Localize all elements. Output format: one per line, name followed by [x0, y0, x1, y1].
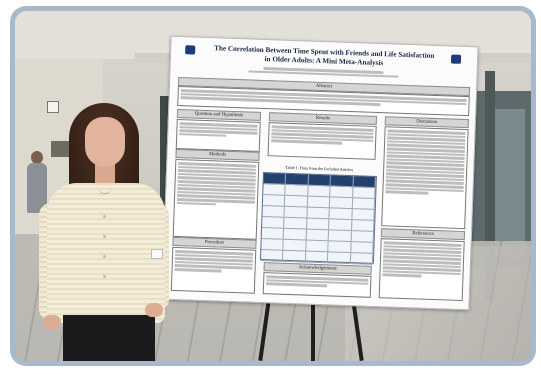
background-person: [27, 151, 47, 241]
wall-sign: [47, 101, 59, 113]
presenter-left-hand: [43, 315, 61, 329]
university-logo-left: [181, 45, 200, 62]
methods-text: [172, 158, 260, 240]
university-logo-right: [445, 54, 468, 71]
references-text: [378, 238, 465, 302]
background-person-body: [27, 163, 47, 213]
name-badge: [151, 249, 163, 259]
discussion-text: [381, 126, 469, 230]
procedure-text: [170, 246, 257, 294]
easel-leg-center: [311, 293, 315, 361]
background-person-head: [31, 151, 43, 164]
presenter-neck: [95, 163, 115, 183]
presenter-necklace: [99, 189, 111, 194]
presenter-right-hand: [145, 303, 163, 317]
photo-frame: The Correlation Between Time Spent with …: [10, 6, 536, 366]
photo: The Correlation Between Time Spent with …: [15, 11, 531, 361]
presenter-face: [85, 117, 125, 167]
results-text: [267, 122, 377, 160]
articles-table: [259, 172, 377, 265]
table-title: Table 1. Data from the Included Articles: [285, 164, 353, 173]
pillar: [485, 71, 495, 301]
presenter: [39, 103, 179, 361]
acknowledgements-text: [262, 272, 372, 298]
presenter-cardigan: [47, 183, 165, 323]
wall-box: [51, 141, 73, 157]
question-text: [175, 118, 261, 152]
presenter-skirt: [63, 315, 155, 361]
research-poster: The Correlation Between Time Spent with …: [161, 35, 479, 311]
